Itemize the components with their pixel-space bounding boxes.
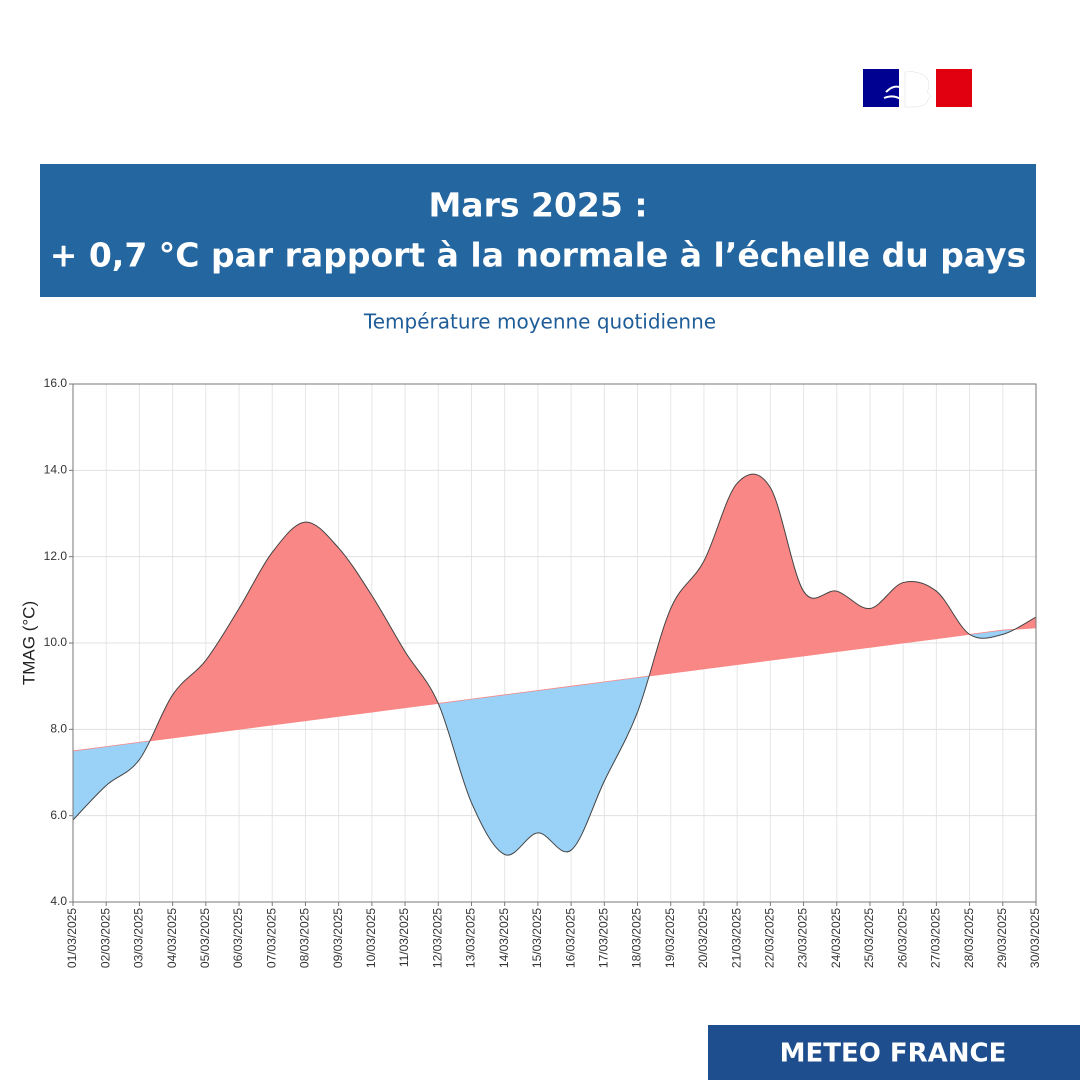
x-tick-label: 27/03/2025 bbox=[929, 908, 943, 968]
y-tick-label: 16.0 bbox=[44, 376, 68, 390]
x-tick-label: 19/03/2025 bbox=[663, 908, 677, 968]
y-tick-label: 8.0 bbox=[50, 722, 67, 736]
x-tick-label: 09/03/2025 bbox=[331, 908, 345, 968]
chart-subtitle: Température moyenne quotidienne bbox=[363, 310, 716, 334]
header-band bbox=[40, 164, 1036, 297]
x-tick-label: 18/03/2025 bbox=[630, 908, 644, 968]
x-tick-label: 04/03/2025 bbox=[165, 908, 179, 968]
x-tick-label: 02/03/2025 bbox=[98, 908, 112, 968]
x-tick-label: 15/03/2025 bbox=[530, 908, 544, 968]
x-tick-label: 28/03/2025 bbox=[962, 908, 976, 968]
x-tick-label: 23/03/2025 bbox=[796, 908, 810, 968]
x-tick-label: 11/03/2025 bbox=[397, 908, 411, 967]
x-tick-label: 20/03/2025 bbox=[696, 908, 710, 968]
x-tick-label: 10/03/2025 bbox=[364, 908, 378, 968]
x-tick-label: 24/03/2025 bbox=[829, 908, 843, 968]
x-tick-label: 16/03/2025 bbox=[563, 908, 577, 968]
x-tick-label: 06/03/2025 bbox=[231, 908, 245, 968]
x-tick-label: 21/03/2025 bbox=[729, 908, 743, 968]
area-above-normal bbox=[73, 474, 1036, 751]
header-title: + 0,7 °C par rapport à la normale à l’éc… bbox=[50, 236, 1027, 275]
x-tick-label: 14/03/2025 bbox=[497, 908, 511, 968]
x-tick-label: 29/03/2025 bbox=[995, 908, 1009, 968]
x-tick-label: 08/03/2025 bbox=[298, 908, 312, 968]
temperature-line bbox=[72, 473, 1037, 856]
y-tick-label: 10.0 bbox=[44, 635, 68, 649]
x-tick-label: 03/03/2025 bbox=[132, 908, 146, 968]
x-tick-label: 05/03/2025 bbox=[198, 908, 212, 968]
logo bbox=[863, 69, 972, 108]
footer-brand: METEO FRANCE bbox=[780, 1039, 1007, 1069]
y-tick-label: 14.0 bbox=[44, 463, 68, 477]
x-tick-label: 22/03/2025 bbox=[763, 908, 777, 968]
x-tick-label: 30/03/2025 bbox=[1028, 908, 1042, 968]
x-tick-label: 25/03/2025 bbox=[862, 908, 876, 968]
x-tick-label: 01/03/2025 bbox=[65, 908, 79, 968]
normal-line bbox=[72, 627, 1037, 752]
y-tick-label: 4.0 bbox=[50, 894, 67, 908]
footer-band bbox=[708, 1025, 1080, 1080]
y-tick-label: 6.0 bbox=[50, 808, 67, 822]
y-tick-label: 12.0 bbox=[44, 549, 68, 563]
x-tick-label: 07/03/2025 bbox=[264, 908, 278, 968]
header-title: Mars 2025 : bbox=[428, 186, 647, 225]
x-tick-label: 12/03/2025 bbox=[430, 908, 444, 968]
y-axis-label: TMAG (°C) bbox=[19, 601, 38, 685]
x-tick-label: 13/03/2025 bbox=[464, 908, 478, 968]
x-tick-label: 26/03/2025 bbox=[895, 908, 909, 968]
x-tick-label: 17/03/2025 bbox=[596, 908, 610, 968]
